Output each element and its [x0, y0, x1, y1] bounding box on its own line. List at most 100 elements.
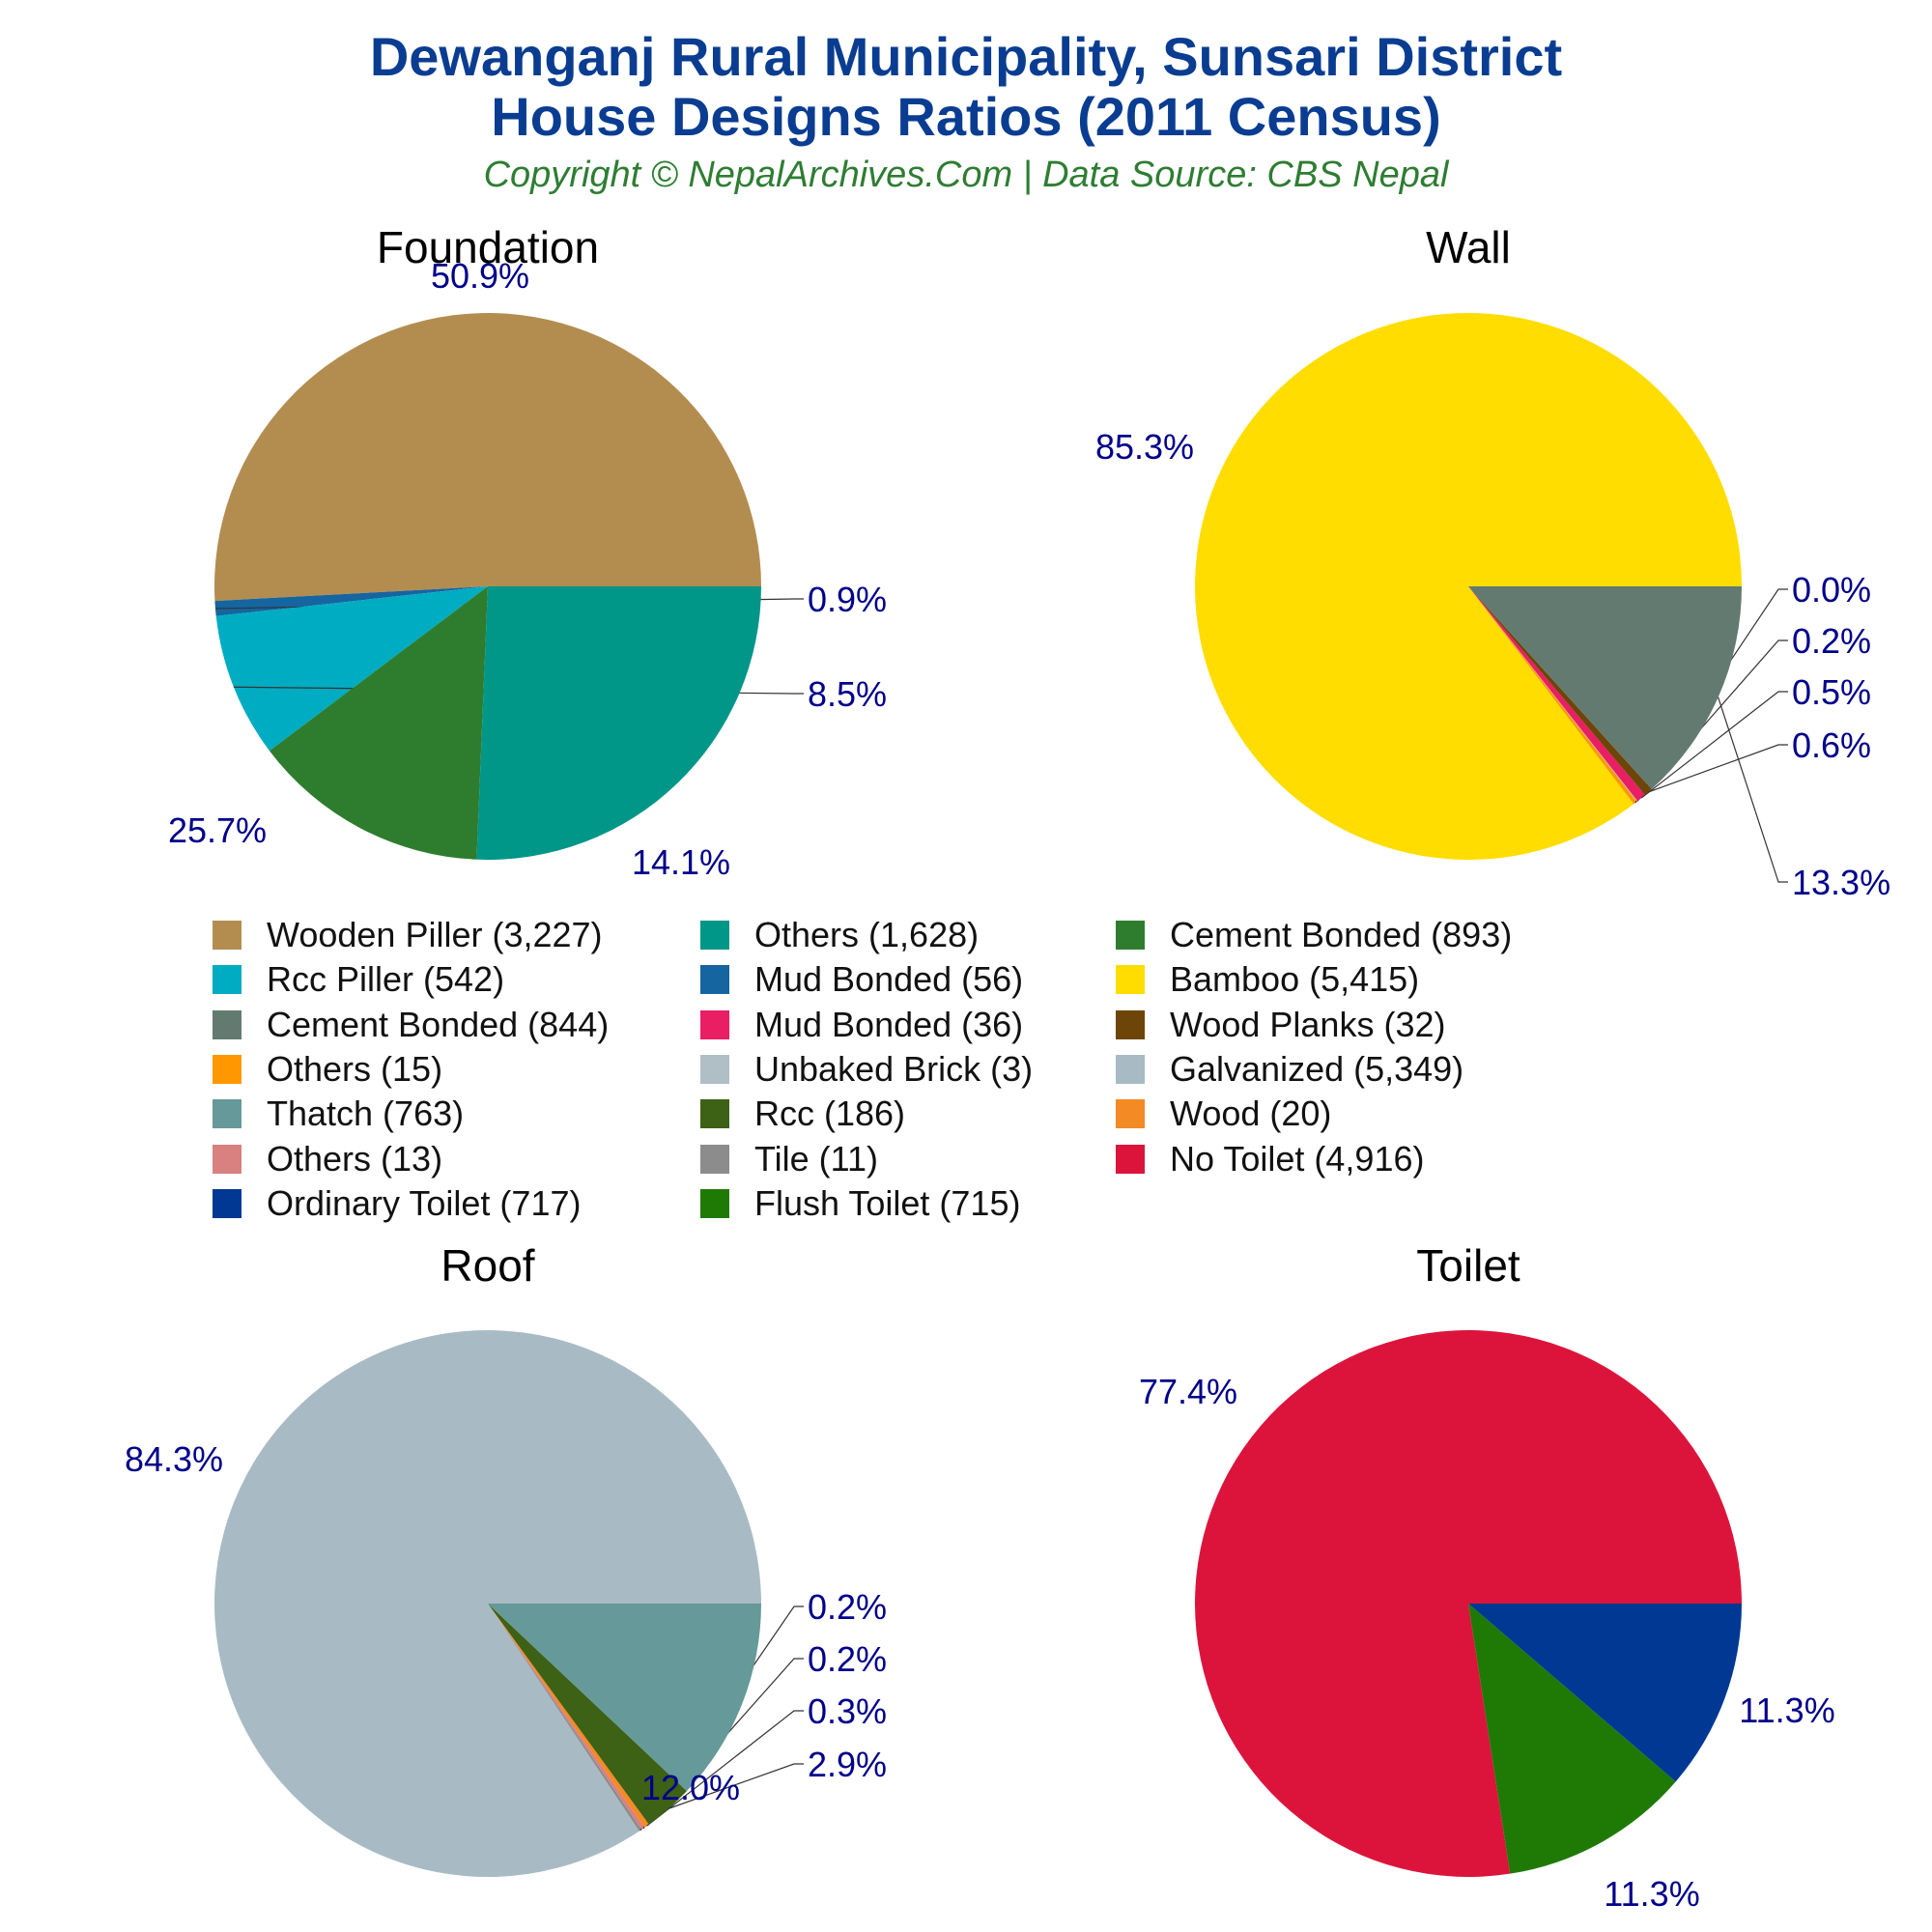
roof-percent-label-rcc: 2.9% — [808, 1745, 887, 1784]
roof-leader-line-rcc — [668, 1763, 804, 1809]
legend-label: Galvanized (5,349) — [1170, 1048, 1464, 1089]
legend-swatch — [213, 1144, 242, 1174]
wall-percent-label-cement-bonded: 13.3% — [1792, 863, 1890, 902]
legend-label: Wooden Piller (3,227) — [267, 915, 603, 954]
wall-percent-label-wood-planks: 0.6% — [1792, 725, 1871, 765]
legend-swatch — [213, 965, 242, 995]
roof-percent-label-thatch: 12.0% — [641, 1768, 740, 1807]
legend-label: Cement Bonded (893) — [1170, 915, 1513, 954]
foundation-percent-label-cement-bonded: 14.1% — [632, 842, 730, 882]
wall-pie-title: Wall — [1426, 222, 1511, 272]
legend-item: Others (1,628) — [700, 915, 979, 954]
legend-item: Rcc Piller (542) — [213, 959, 505, 1000]
legend-swatch — [700, 1188, 729, 1218]
foundation-percent-label-mud-bonded: 0.9% — [808, 580, 887, 619]
foundation-slice-rcc-piller — [215, 586, 488, 752]
legend: Wooden Piller (3,227) Others (1,628) Cemen… — [213, 915, 1681, 1235]
legend-item: Wood Planks (32) — [1116, 1004, 1446, 1044]
legend-item: No Toilet (4,916) — [1116, 1138, 1425, 1179]
legend-label: Bamboo (5,415) — [1170, 959, 1420, 1000]
legend-item: Rcc (186) — [700, 1094, 905, 1133]
legend-label: Wood (20) — [1170, 1094, 1332, 1134]
wall-percent-label-mud-bonded: 0.5% — [1792, 672, 1871, 712]
roof-slice-others — [488, 1604, 645, 1830]
legend-swatch — [1116, 965, 1145, 995]
legend-label: Rcc (186) — [754, 1094, 906, 1134]
legend-swatch — [213, 1054, 242, 1084]
legend-swatch — [700, 1144, 729, 1174]
toilet-percent-label-ordinary-toilet: 11.3% — [1604, 1874, 1699, 1914]
legend-label: Rcc Piller (542) — [267, 959, 505, 1000]
legend-swatch — [1116, 1099, 1145, 1129]
wall-leader-line-mud-bonded — [1640, 691, 1788, 799]
legend-label: Ordinary Toilet (717) — [267, 1182, 582, 1223]
legend-label: Others (13) — [267, 1138, 443, 1179]
foundation-pie-title: Foundation — [377, 222, 599, 272]
roof-slice-thatch — [488, 1604, 761, 1792]
roof-percent-label-others: 0.2% — [808, 1639, 887, 1679]
toilet-percent-label-flush-toilet: 11.3% — [1739, 1690, 1834, 1730]
legend-item: Tile (11) — [700, 1138, 879, 1179]
roof-leader-line-wood — [646, 1710, 804, 1827]
legend-item: Others (15) — [213, 1048, 443, 1089]
legend-item: Ordinary Toilet (717) — [213, 1182, 582, 1223]
legend-item: Mud Bonded (36) — [700, 1004, 1024, 1044]
legend-item: Unbaked Brick (3) — [700, 1048, 1034, 1089]
legend-label: Flush Toilet (715) — [754, 1182, 1021, 1223]
legend-item: Mud Bonded (56) — [700, 959, 1024, 1000]
legend-label: No Toilet (4,916) — [1170, 1138, 1425, 1179]
legend-swatch — [700, 1009, 729, 1039]
foundation-slice-cement-bonded — [269, 586, 488, 860]
legend-label: Others (15) — [267, 1048, 443, 1089]
legend-item: Cement Bonded (844) — [213, 1004, 610, 1044]
chart-title: Dewanganj Rural Municipality, Sunsari Di… — [0, 27, 1932, 147]
title-line-1: Dewanganj Rural Municipality, Sunsari Di… — [369, 26, 1563, 87]
legend-swatch — [1116, 921, 1145, 950]
wall-slice-others — [1468, 586, 1637, 805]
legend-swatch — [213, 1009, 242, 1039]
legend-swatch — [700, 1054, 729, 1084]
roof-pie-title: Roof — [440, 1240, 534, 1291]
wall-slice-mud-bonded — [1468, 586, 1646, 802]
legend-swatch — [700, 1099, 729, 1129]
legend-item: Flush Toilet (715) — [700, 1182, 1021, 1223]
roof-percent-label-galvanized: 84.3% — [125, 1439, 223, 1479]
legend-item: Cement Bonded (893) — [1116, 915, 1513, 954]
wall-percent-label-others: 0.0% — [1792, 570, 1871, 610]
legend-item: Wooden Piller (3,227) — [213, 915, 603, 954]
copyright-subtitle: Copyright © NepalArchives.Com | Data Sou… — [483, 155, 1449, 195]
legend-label: Cement Bonded (844) — [267, 1004, 610, 1044]
title-line-2: House Designs Ratios (2011 Census) — [491, 86, 1441, 147]
legend-swatch — [213, 1188, 242, 1218]
toilet-pie-title: Toilet — [1416, 1240, 1520, 1291]
legend-swatch — [213, 921, 242, 950]
wall-percent-label-unbaked-brick: 0.2% — [1792, 621, 1871, 661]
foundation-slice-mud-bonded — [214, 586, 488, 616]
legend-label: Unbaked Brick (3) — [754, 1048, 1034, 1089]
legend-swatch — [213, 1099, 242, 1129]
wall-percent-label-bamboo: 85.3% — [1095, 427, 1194, 467]
legend-item: Galvanized (5,349) — [1116, 1048, 1464, 1089]
roof-slice-tile — [488, 1604, 642, 1832]
legend-swatch — [1116, 1054, 1145, 1084]
foundation-percent-label-wooden-piller: 50.9% — [431, 256, 529, 296]
legend-label: Wood Planks (32) — [1170, 1004, 1446, 1044]
legend-label: Mud Bonded (56) — [754, 959, 1024, 1000]
legend-item: Others (13) — [213, 1138, 443, 1179]
legend-item: Wood (20) — [1116, 1094, 1331, 1133]
roof-percent-label-tile: 0.2% — [808, 1587, 887, 1627]
wall-leader-line-cement-bonded — [1718, 696, 1788, 883]
legend-swatch — [1116, 1009, 1145, 1039]
toilet-slice-flush-toilet — [1468, 1604, 1676, 1874]
legend-label: Tile (11) — [754, 1138, 879, 1179]
legend-label: Thatch (763) — [267, 1094, 465, 1134]
legend-swatch — [700, 965, 729, 995]
legend-item: Bamboo (5,415) — [1116, 959, 1420, 1000]
wall-slice-cement-bonded — [1468, 586, 1742, 789]
legend-item: Thatch (763) — [213, 1094, 464, 1133]
foundation-slice-wooden-piller — [213, 312, 762, 602]
foundation-percent-label-others: 25.7% — [168, 810, 267, 850]
legend-swatch — [1116, 1144, 1145, 1174]
legend-label: Mud Bonded (36) — [754, 1004, 1024, 1044]
